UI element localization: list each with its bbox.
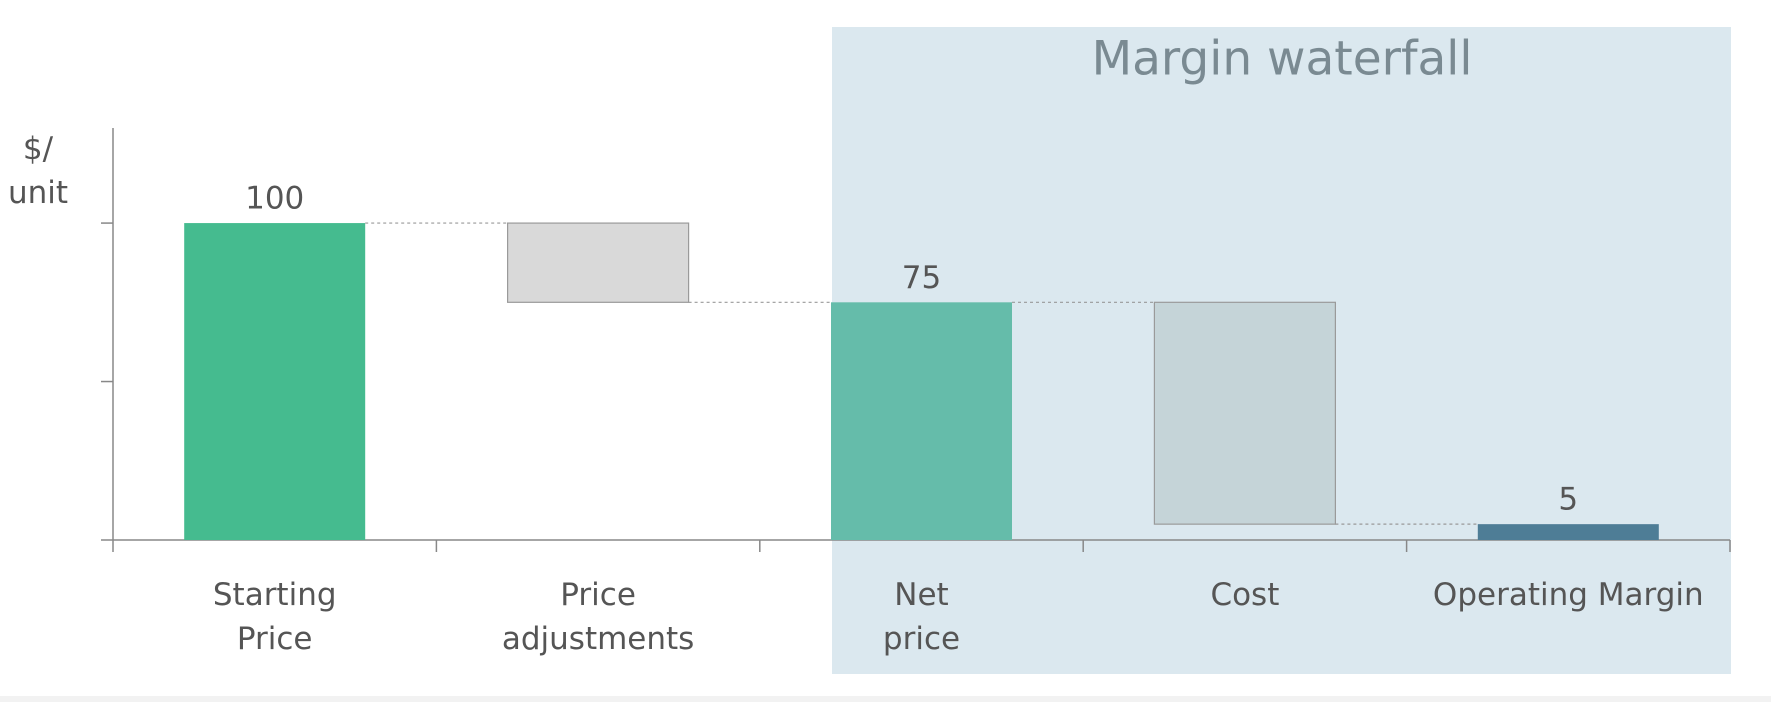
chart-title: Margin waterfall	[1092, 32, 1473, 87]
x-tick-label: Operating Margin	[1433, 577, 1704, 613]
bar	[1153, 301, 1337, 525]
x-tick-label: Starting Price	[213, 577, 337, 657]
x-tick-label: Cost	[1210, 577, 1279, 613]
bar	[184, 223, 366, 541]
y-axis-label: $/unit	[8, 131, 68, 211]
bar	[831, 302, 1012, 540]
value-label: 5	[1558, 482, 1578, 518]
bar	[1477, 524, 1659, 540]
value-label: 100	[245, 181, 304, 217]
x-tick-label: Price adjustments	[502, 577, 694, 657]
x-tick-label: Net price	[883, 577, 960, 657]
bar	[507, 222, 690, 303]
value-label: 75	[902, 260, 941, 296]
bottom-strip	[0, 696, 1771, 702]
